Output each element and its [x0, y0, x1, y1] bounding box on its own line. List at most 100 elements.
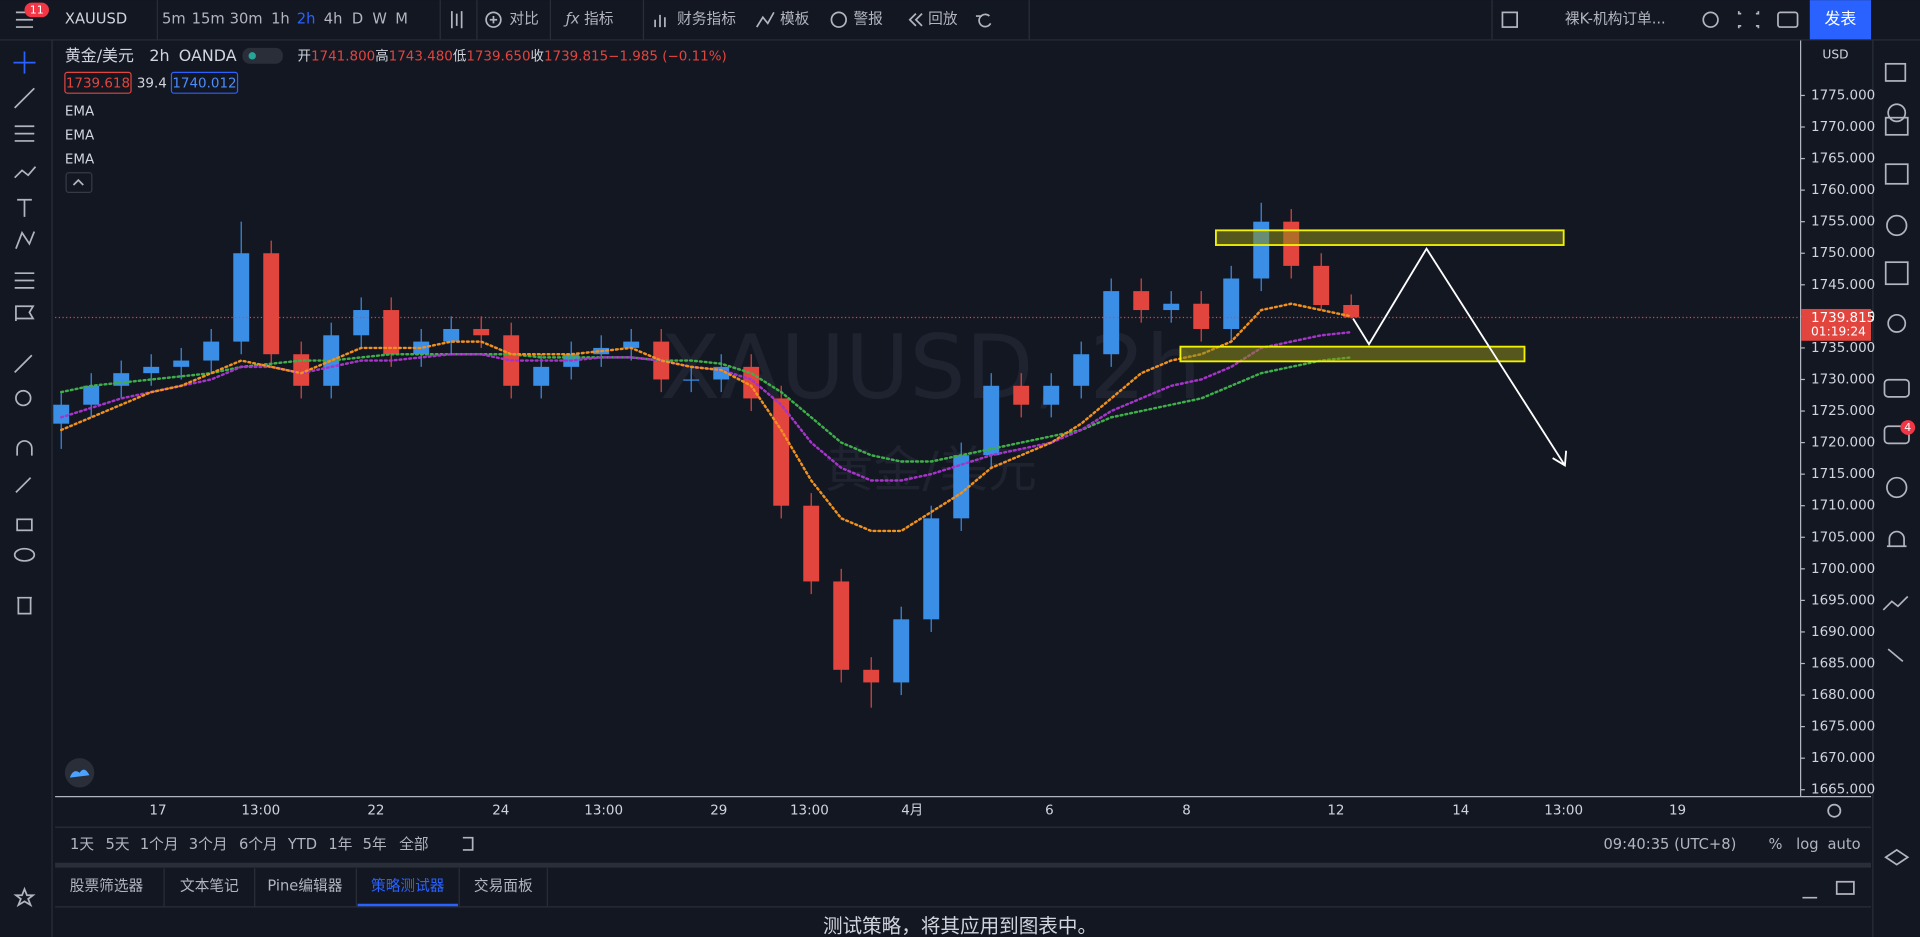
interval-button[interactable]: 1h: [271, 11, 290, 28]
candle-body: [1313, 265, 1330, 306]
layers-icon[interactable]: [1884, 848, 1910, 866]
alerts-icon[interactable]: [1887, 103, 1907, 123]
toolbar-button[interactable]: 警报: [853, 11, 883, 28]
flag-tool[interactable]: [15, 305, 35, 321]
interval-button[interactable]: 4h: [324, 11, 343, 28]
interval-button[interactable]: D: [352, 11, 363, 28]
chart-type-icon[interactable]: [450, 11, 463, 29]
lock-tool[interactable]: [16, 518, 33, 532]
panel-tab[interactable]: 股票筛选器: [70, 878, 144, 895]
range-button[interactable]: 6个月: [239, 836, 278, 853]
camera-icon[interactable]: [1777, 11, 1799, 28]
panel-tab[interactable]: Pine编辑器: [267, 878, 342, 895]
collapse-legend[interactable]: [65, 172, 93, 193]
draw-mode-tool[interactable]: [15, 477, 32, 493]
trading-icon[interactable]: [1882, 595, 1909, 611]
interval-button[interactable]: 2h: [297, 11, 316, 28]
layout-name[interactable]: 裸K-机构订单...: [1565, 11, 1666, 28]
data-window-icon[interactable]: [1884, 163, 1909, 185]
toolbar-button[interactable]: 指标: [584, 11, 614, 28]
range-button[interactable]: 全部: [399, 835, 428, 853]
range-button[interactable]: 1年: [328, 836, 352, 853]
measure-tool[interactable]: [14, 272, 35, 289]
projection-tool[interactable]: [15, 230, 36, 250]
range-button[interactable]: YTD: [287, 836, 317, 853]
line-tool[interactable]: [14, 87, 35, 109]
y-tick-label: 1770.000: [1811, 120, 1875, 135]
settings-icon[interactable]: [1702, 11, 1719, 28]
zoom-tool[interactable]: [15, 389, 32, 407]
candle-body: [1103, 291, 1120, 355]
range-button[interactable]: 3个月: [189, 836, 228, 853]
y-tick-label: 1735.000: [1811, 341, 1875, 356]
symbol[interactable]: XAUUSD: [65, 11, 127, 28]
scale-button[interactable]: %: [1769, 836, 1783, 853]
calendar-icon[interactable]: [1884, 261, 1909, 286]
ideas-icon[interactable]: [1887, 313, 1907, 333]
chart-area: [55, 40, 1800, 797]
magnet-tool[interactable]: [16, 440, 33, 456]
pattern-tool[interactable]: [14, 166, 37, 179]
legend-name: 黄金/美元: [65, 46, 134, 65]
range-button[interactable]: 1天: [70, 836, 94, 853]
interval-button[interactable]: W: [372, 11, 387, 28]
price-label: 1739.815: [1811, 311, 1875, 326]
toolbar-button[interactable]: 回放: [928, 11, 958, 28]
streams-icon[interactable]: [1886, 476, 1908, 499]
y-tick-label: 1705.000: [1811, 530, 1875, 545]
crosshair-tool[interactable]: [13, 51, 36, 74]
panel-controls[interactable]: [1802, 880, 1855, 899]
toolbar-button[interactable]: 对比: [509, 11, 538, 28]
chat-icon[interactable]: [1883, 378, 1910, 398]
interval-button[interactable]: 30m: [230, 11, 263, 28]
text-tool[interactable]: [17, 198, 32, 217]
ruler-tool[interactable]: [14, 354, 33, 373]
publish-label[interactable]: 发表: [1824, 9, 1856, 28]
range-button[interactable]: 5天: [106, 836, 130, 853]
scale-button[interactable]: auto: [1828, 836, 1861, 853]
toggle-dot: [248, 52, 256, 60]
interval-button[interactable]: M: [395, 11, 408, 28]
ohlc-value: 1739.650: [466, 49, 530, 64]
toolbar-button[interactable]: 财务指标: [677, 11, 736, 28]
candle-body: [1343, 305, 1360, 318]
messages-icon[interactable]: [1883, 425, 1910, 445]
delete-tool[interactable]: [17, 596, 32, 615]
order-icon[interactable]: [1887, 648, 1904, 663]
fullscreen-icon[interactable]: [1737, 11, 1760, 29]
ema-legend: EMA: [65, 105, 95, 120]
range-button[interactable]: 1个月: [140, 836, 179, 853]
favorites-tool[interactable]: [13, 886, 36, 908]
candle-body: [1193, 303, 1210, 329]
toolbar-button[interactable]: 模板: [780, 10, 810, 28]
notifications-icon[interactable]: [1886, 530, 1907, 548]
range-button[interactable]: 5年: [363, 836, 387, 853]
hotlist-icon[interactable]: [1886, 214, 1908, 237]
interval-button[interactable]: 5m: [162, 11, 186, 28]
x-tick-label: 14: [1452, 804, 1469, 819]
support-zone[interactable]: [1179, 345, 1526, 363]
panel-tab[interactable]: 文本笔记: [180, 878, 239, 895]
candle-body: [293, 354, 310, 386]
publish-button[interactable]: [1809, 0, 1872, 40]
interval-button[interactable]: 15m: [192, 11, 225, 28]
fib-tool[interactable]: [14, 125, 35, 142]
badge-bg: [24, 2, 49, 18]
panel-tab[interactable]: 策略测试器: [371, 878, 445, 895]
hide-tool[interactable]: [13, 547, 36, 562]
scale-button[interactable]: log: [1796, 836, 1818, 853]
logo: [69, 769, 90, 778]
replay-icon: [908, 12, 923, 27]
resistance-zone[interactable]: [1215, 229, 1565, 246]
news-icon[interactable]: [1884, 116, 1909, 136]
watchlist-icon[interactable]: [1884, 62, 1907, 82]
layout-icon[interactable]: [1501, 11, 1518, 28]
projection-path[interactable]: [1352, 246, 1566, 466]
panel-tab[interactable]: 交易面板: [474, 877, 533, 895]
compare-range[interactable]: [462, 836, 474, 851]
x-tick-label: 6: [1045, 804, 1054, 819]
visibility-toggle: [242, 47, 283, 64]
axis-settings[interactable]: [1827, 803, 1842, 818]
candle-body: [863, 669, 880, 683]
